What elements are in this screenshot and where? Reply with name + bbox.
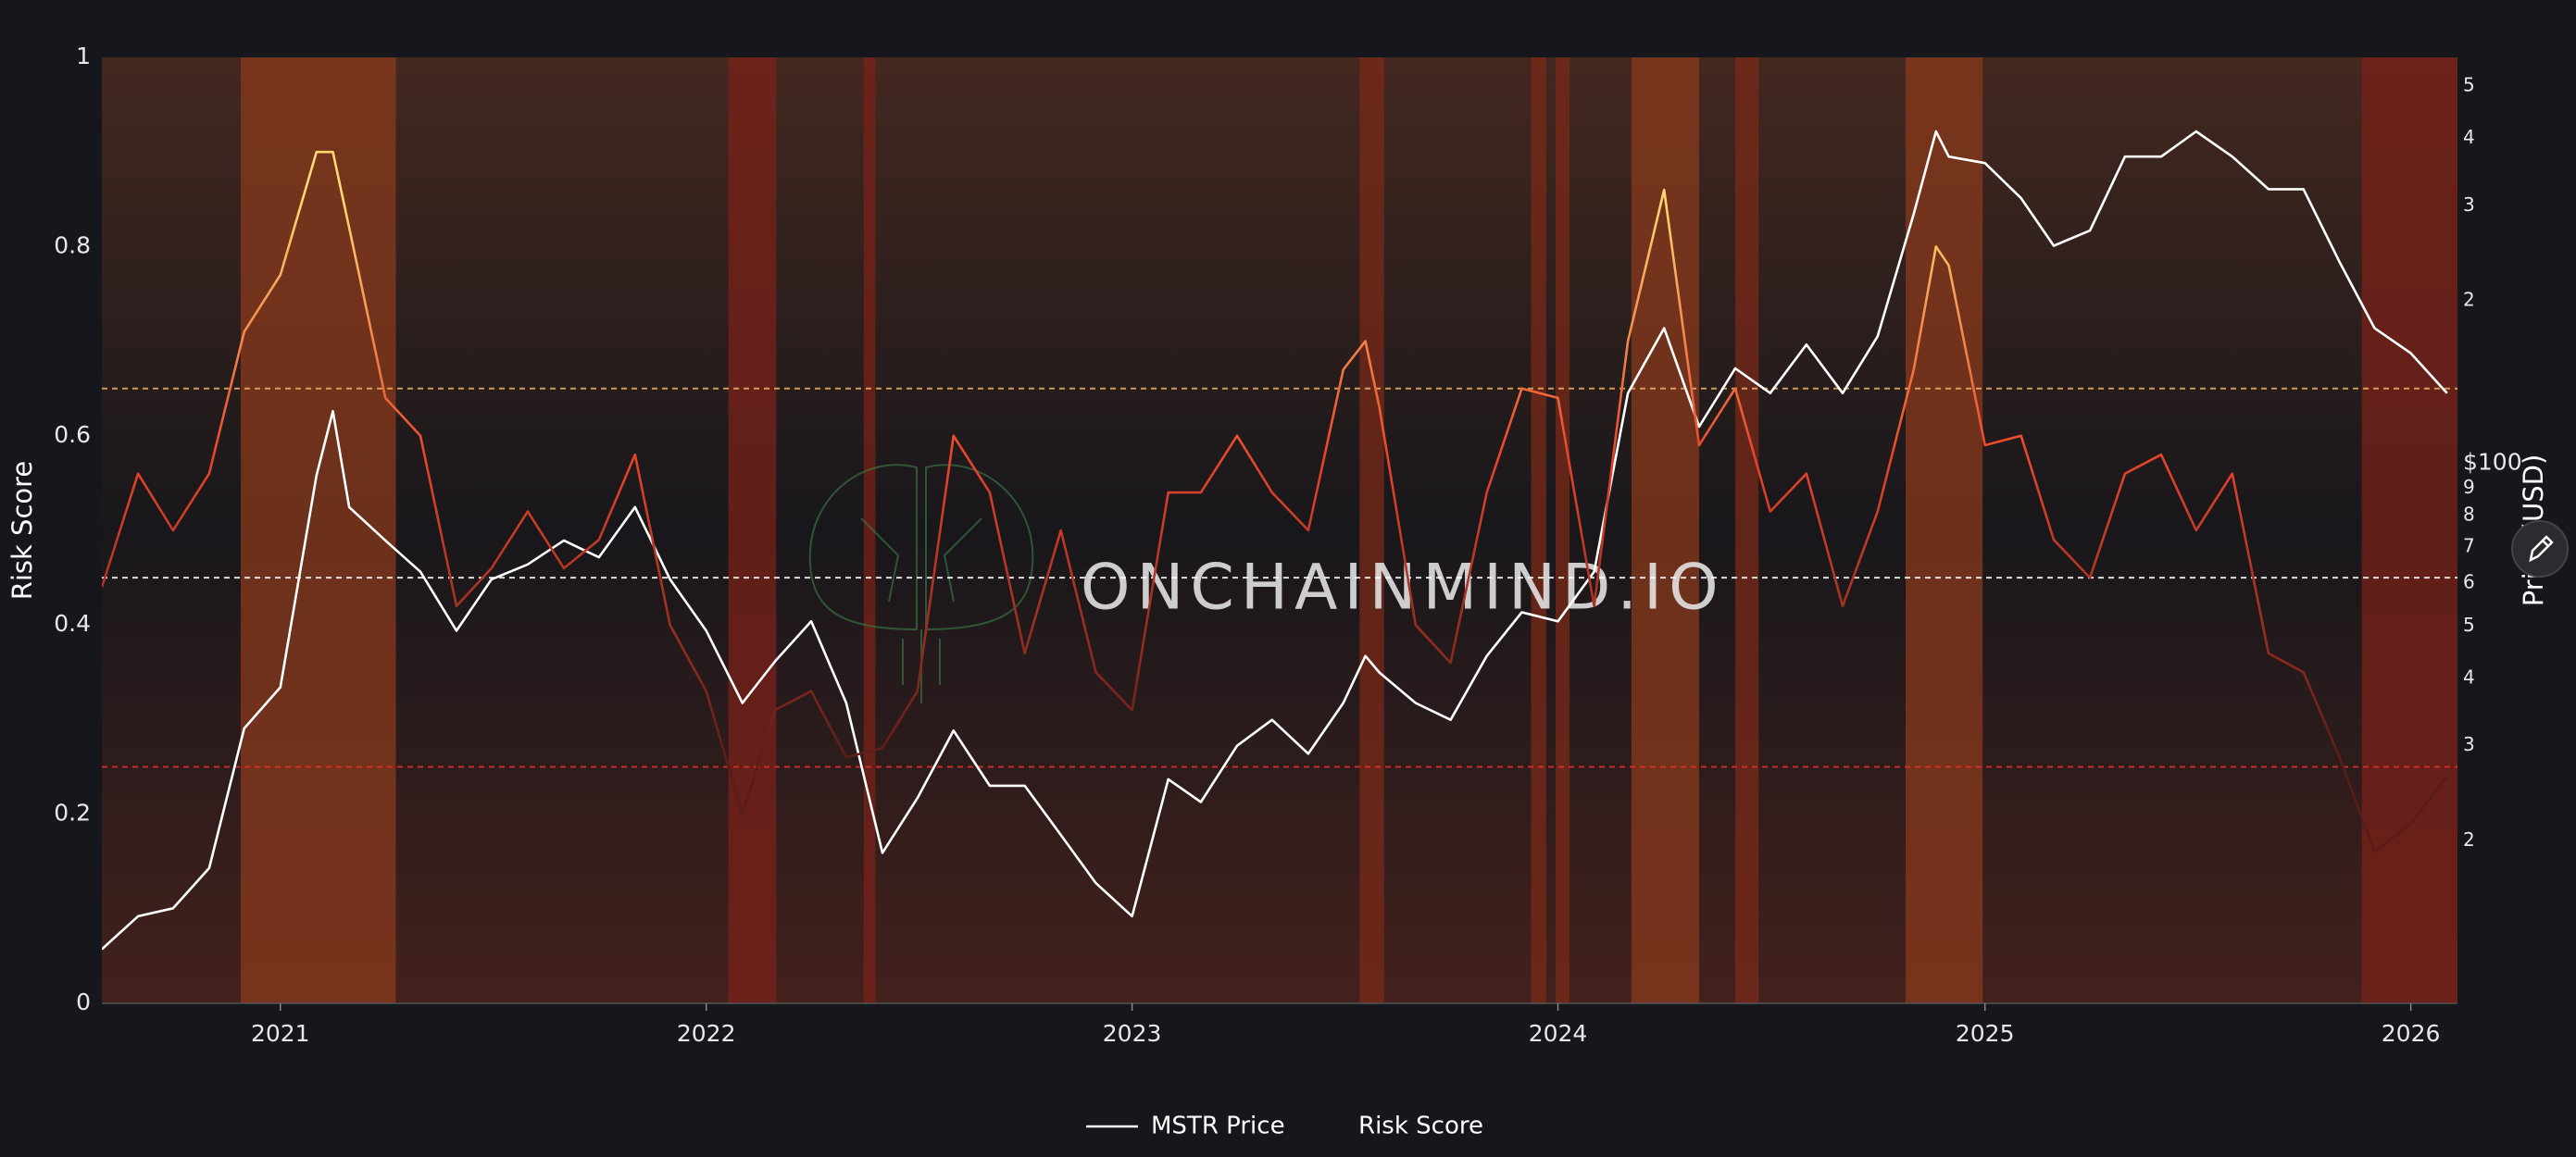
y2-tick-label: 4 — [2463, 126, 2475, 148]
highlight-band — [240, 57, 396, 1003]
edit-button-circle[interactable] — [2511, 520, 2569, 578]
y2-tick-label: 3 — [2463, 193, 2475, 216]
highlight-band — [1735, 57, 1759, 1003]
y2-tick-label: 4 — [2463, 666, 2475, 688]
x-tick-label: 2026 — [2382, 1020, 2441, 1047]
highlight-band — [728, 57, 777, 1003]
highlight-band — [1631, 57, 1699, 1003]
y-tick-label: 0.4 — [54, 610, 91, 637]
y2-tick-label: 2 — [2463, 828, 2475, 851]
y2-tick-label: 6 — [2463, 571, 2475, 593]
highlight-band — [1906, 57, 1983, 1003]
y-tick-label: 1 — [76, 43, 91, 69]
legend: MSTR Price Risk Score — [1086, 1113, 1483, 1140]
axes: 0 0.2 0.4 0.6 0.8 1 2 3 4 5 6 7 8 9$100 2 3 4 5 2021 2022 20… — [54, 43, 2521, 1047]
y2-tick-label: 8 — [2463, 504, 2475, 526]
watermark: ONCHAINMIND.IO — [1081, 552, 1725, 625]
y-axis-title: Risk Score — [6, 461, 38, 601]
legend-label: MSTR Price — [1151, 1113, 1285, 1140]
x-tick-label: 2022 — [677, 1020, 736, 1047]
series-line — [102, 150, 2448, 853]
x-tick-label: 2021 — [251, 1020, 310, 1047]
edit-icon[interactable] — [2529, 535, 2554, 563]
y-tick-label: 0 — [76, 989, 91, 1015]
legend-label: Risk Score — [1358, 1113, 1483, 1140]
x-tick-label: 2023 — [1103, 1020, 1162, 1047]
y2-tick-label: 2 — [2463, 289, 2475, 311]
plot-background — [102, 57, 2457, 1003]
y-tick-label: 0.2 — [54, 800, 91, 827]
y-tick-label: 0.6 — [54, 421, 91, 448]
y-tick-label: 0.8 — [54, 231, 91, 258]
highlight-band — [1359, 57, 1384, 1003]
series-line — [102, 130, 2448, 951]
edit-button[interactable] — [2511, 520, 2569, 578]
y2-tick-label: 5 — [2463, 614, 2475, 636]
x-tick-label: 2024 — [1529, 1020, 1588, 1047]
highlight-band — [2361, 57, 2457, 1003]
x-tick-label: 2025 — [1956, 1020, 2015, 1047]
y2-tick-label: 7 — [2463, 535, 2475, 557]
highlight-band — [1531, 57, 1546, 1003]
y2-tick-label: 9 — [2463, 476, 2475, 498]
highlight-band — [1555, 57, 1570, 1003]
highlight-bands — [240, 57, 2457, 1003]
y2-tick-label: $100 — [2463, 449, 2522, 476]
y2-tick-label: 3 — [2463, 733, 2475, 755]
lines — [102, 130, 2448, 951]
y2-tick-label: 5 — [2463, 73, 2475, 95]
